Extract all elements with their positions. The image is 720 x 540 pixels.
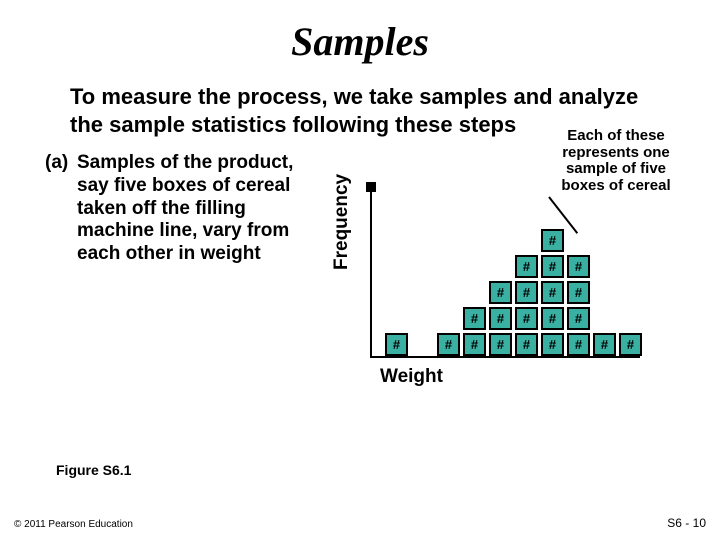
main-row: (a) Samples of the product, say five box… <box>0 138 720 392</box>
hist-box: # <box>437 333 460 356</box>
hist-box: # <box>515 333 538 356</box>
hist-box: # <box>515 281 538 304</box>
item-a: (a) Samples of the product, say five box… <box>45 152 325 266</box>
y-axis-label: Frequency <box>331 174 353 270</box>
hist-box: # <box>385 333 408 356</box>
histogram-bars: ###################### <box>385 229 642 356</box>
callout-line-text: Each of these <box>546 128 686 145</box>
callout-line-text: boxes of cereal <box>546 178 686 195</box>
hist-column: # <box>437 333 460 356</box>
page-number: S6 - 10 <box>667 516 706 530</box>
hist-box: # <box>619 333 642 356</box>
hist-column: # # # # <box>567 255 590 356</box>
slide-title: Samples <box>0 0 720 65</box>
hist-column: # # # <box>489 281 512 356</box>
y-axis-line <box>370 188 372 356</box>
hist-box: # <box>515 255 538 278</box>
hist-box: # <box>567 307 590 330</box>
hist-box: # <box>541 281 564 304</box>
figure-label: Figure S6.1 <box>56 462 131 478</box>
hist-box: # <box>463 307 486 330</box>
hist-box: # <box>541 229 564 252</box>
callout-line-text: sample of five <box>546 161 686 178</box>
hist-box: # <box>489 333 512 356</box>
item-a-text: Samples of the product, say five boxes o… <box>77 152 325 266</box>
hist-box: # <box>593 333 616 356</box>
hist-box: # <box>541 333 564 356</box>
hist-box: # <box>567 333 590 356</box>
callout-text: Each of theserepresents onesample of fiv… <box>546 128 686 194</box>
hist-box: # <box>567 255 590 278</box>
hist-box: # <box>515 307 538 330</box>
hist-column: ## <box>463 307 486 356</box>
copyright: © 2011 Pearson Education <box>14 519 133 530</box>
histogram-chart: Frequency ###################### Each of… <box>325 152 690 392</box>
hist-column: # # # # <box>515 255 538 356</box>
hist-column: # <box>385 333 408 356</box>
hist-box: # <box>541 255 564 278</box>
x-axis-line <box>370 356 640 358</box>
hist-box: # <box>567 281 590 304</box>
hist-box: # <box>489 307 512 330</box>
item-a-tag: (a) <box>45 152 77 266</box>
callout-line-text: represents one <box>546 145 686 162</box>
hist-box: # <box>463 333 486 356</box>
hist-column: # <box>593 333 616 356</box>
hist-column: # <box>619 333 642 356</box>
hist-box: # <box>489 281 512 304</box>
x-axis-label: Weight <box>380 366 443 388</box>
hist-box: # <box>541 307 564 330</box>
hist-column <box>411 355 434 356</box>
hist-column: # # # # # <box>541 229 564 356</box>
title-text: Samples <box>291 19 429 64</box>
